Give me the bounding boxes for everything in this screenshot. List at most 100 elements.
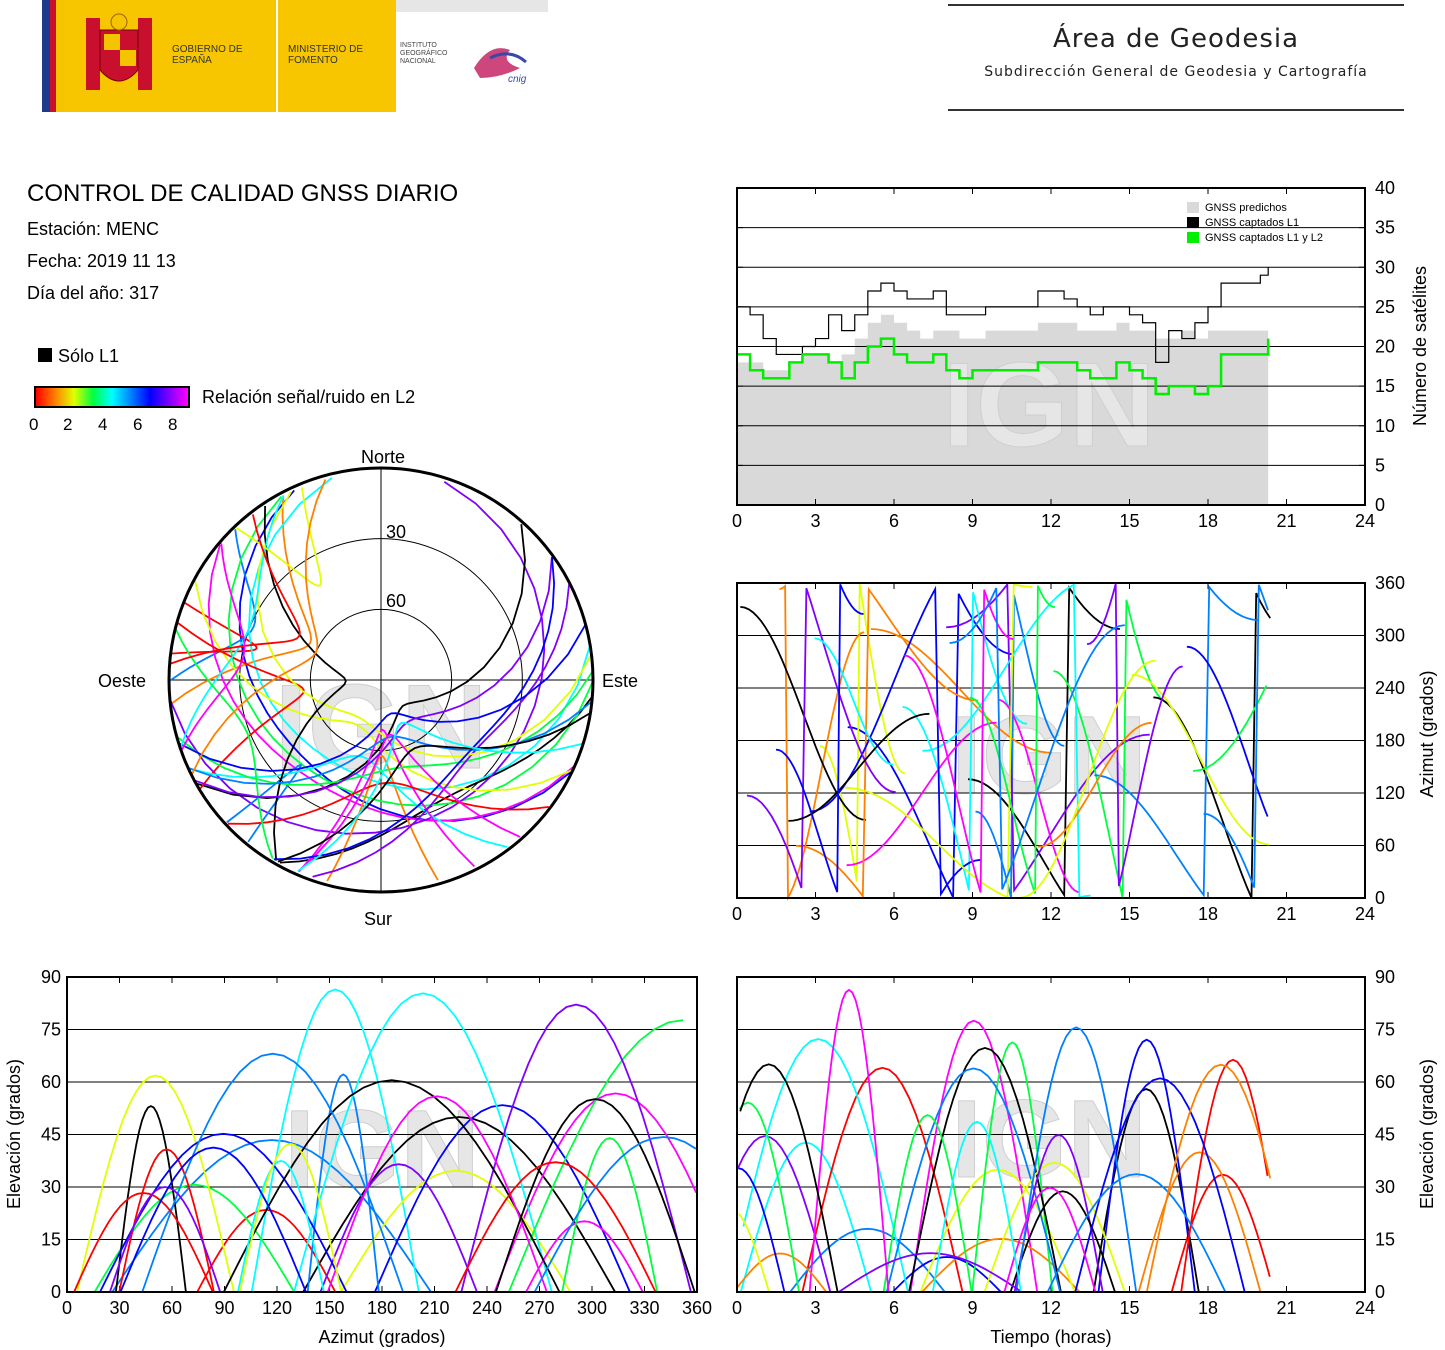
sat-count-legend: GNSS predichos GNSS captados L1 GNSS cap… <box>1187 202 1323 244</box>
satellite-track <box>141 1052 404 1293</box>
x-tick-label: 120 <box>262 1298 292 1318</box>
satellite-track <box>1153 592 1271 899</box>
legend-swatch-l1l2 <box>1187 232 1199 243</box>
satellite-track <box>118 1148 215 1293</box>
satellite-track <box>169 514 301 665</box>
x-tick-label: 21 <box>1276 511 1296 531</box>
snr-tick: 0 <box>29 415 39 434</box>
skyplot-ring-60: 60 <box>386 591 406 611</box>
satellite-track <box>1015 1026 1138 1293</box>
satellite-track <box>226 764 302 843</box>
x-tick-label: 12 <box>1041 904 1061 924</box>
satellite-track <box>847 593 1015 898</box>
satellite-track <box>250 988 420 1293</box>
satellite-track <box>814 637 894 766</box>
satellite-track <box>949 587 1125 890</box>
satellite-track <box>340 1169 572 1293</box>
x-tick-label: 6 <box>889 1298 899 1318</box>
x-tick-label: 180 <box>367 1298 397 1318</box>
satellite-track <box>738 1101 800 1293</box>
y-tick-label: 180 <box>1375 731 1405 751</box>
satellite-track <box>1180 1058 1269 1293</box>
satellite-track <box>256 491 593 758</box>
y-tick-label: 240 <box>1375 678 1405 698</box>
satellite-track <box>279 695 594 864</box>
satellite-track <box>247 477 591 791</box>
satellite-track <box>1097 1038 1196 1293</box>
elev-time-frame <box>736 976 1366 1293</box>
satellite-track <box>775 584 864 893</box>
satellite-track <box>1137 1151 1262 1293</box>
x-tick-label: 9 <box>967 1298 977 1318</box>
y-tick-label: 360 <box>1375 573 1405 593</box>
x-tick-label: 6 <box>889 904 899 924</box>
satellite-track <box>525 1220 644 1293</box>
x-tick-label: 0 <box>732 511 742 531</box>
satellite-track <box>967 585 1120 899</box>
ign-logo: Instituto Geográfico Nacional cnig <box>396 0 548 112</box>
satellite-track <box>235 487 322 587</box>
satellite-track <box>738 1167 786 1293</box>
satellite-track <box>1192 685 1268 772</box>
y-tick-label: 15 <box>1375 1230 1395 1250</box>
satellite-track <box>845 583 1033 899</box>
solo-l1-swatch <box>38 348 52 362</box>
y-tick-label: 60 <box>41 1072 61 1092</box>
satellite-track <box>1009 1190 1116 1293</box>
satellite-track <box>838 1252 1023 1293</box>
satellite-track <box>983 1161 1126 1293</box>
date-label: Fecha: 2019 11 13 <box>27 251 176 271</box>
satellite-track <box>922 583 1091 899</box>
satellite-track <box>326 754 439 882</box>
x-tick-label: 300 <box>577 1298 607 1318</box>
sat-count-chart: IGN 0 5 10 15 20 25 30 35 40 0 3 6 9 12 15 18 21 24 GNSS p… <box>732 178 1430 531</box>
x-tick-label: 24 <box>1355 511 1375 531</box>
x-tick-label: 15 <box>1119 904 1139 924</box>
satellite-track <box>460 1003 692 1293</box>
satellite-track <box>736 1252 828 1293</box>
x-tick-label: 90 <box>214 1298 234 1318</box>
x-tick-label: 21 <box>1276 1298 1296 1318</box>
satellite-track <box>169 480 546 835</box>
skyplot-north: Norte <box>361 447 405 467</box>
skyplot-south: Sur <box>364 909 392 929</box>
satellite-track <box>73 1192 214 1293</box>
satellite-track <box>1131 673 1270 846</box>
satellite-track <box>454 1161 657 1293</box>
l1-line <box>737 267 1269 363</box>
ign-watermark: IGN <box>942 338 1155 472</box>
y-tick-label: 60 <box>1375 836 1395 856</box>
y-tick-label: 25 <box>1375 297 1395 317</box>
x-tick-label: 3 <box>810 1298 820 1318</box>
x-tick-label: 18 <box>1198 1298 1218 1318</box>
satellite-track <box>1203 584 1269 888</box>
satellite-track <box>238 1142 343 1293</box>
x-tick-label: 3 <box>810 904 820 924</box>
y-tick-label: 30 <box>1375 257 1395 277</box>
satellite-track <box>789 1227 946 1293</box>
elev-time-xlabel: Tiempo (horas) <box>990 1327 1111 1347</box>
legend-l1l2: GNSS captados L1 y L2 <box>1205 232 1323 244</box>
satellite-track <box>178 624 587 772</box>
satellite-track <box>1003 1186 1097 1293</box>
snr-tick: 8 <box>168 415 178 434</box>
y-tick-label: 90 <box>41 967 61 987</box>
y-tick-label: 20 <box>1375 337 1395 357</box>
coat-of-arms-icon <box>86 13 152 90</box>
skyplot-horizon <box>167 466 595 894</box>
skyplot-chart: IGN Norte Sur Oeste Este 30 60 <box>98 447 638 929</box>
satellite-track <box>819 584 906 882</box>
satellite-track <box>111 1139 432 1293</box>
snr-tick: 4 <box>98 415 108 434</box>
x-tick-label: 0 <box>732 904 742 924</box>
x-tick-label: 15 <box>1119 511 1139 531</box>
elev-azimuth-chart: IGN 0 15 30 45 60 75 90 0 30 60 90 120 150 180 210 240 27… <box>4 967 712 1347</box>
skyplot-east: Este <box>602 671 638 691</box>
satellite-track <box>174 628 274 859</box>
legend-swatch-predicted <box>1187 202 1199 213</box>
satellite-track <box>119 1146 307 1293</box>
x-tick-label: 12 <box>1041 511 1061 531</box>
satellite-track <box>180 543 246 751</box>
satellite-track <box>312 584 570 878</box>
x-tick-label: 6 <box>889 511 899 531</box>
